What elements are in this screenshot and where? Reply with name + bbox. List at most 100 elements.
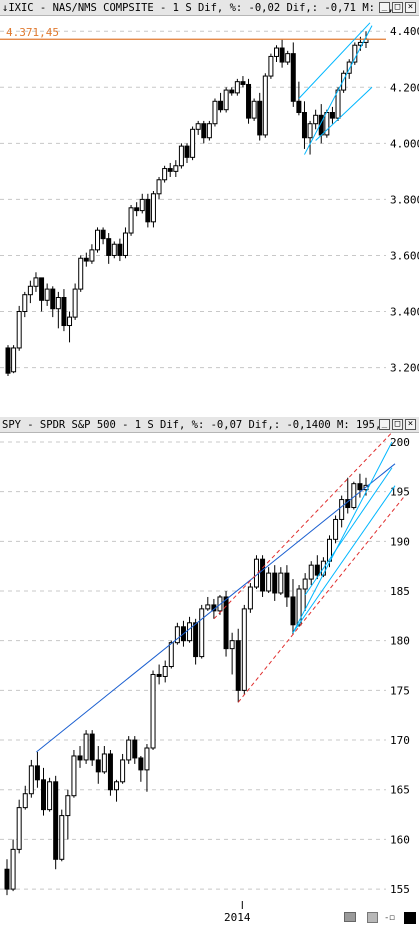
candle-body — [72, 288, 78, 318]
candle-body — [168, 642, 174, 668]
candle-body — [274, 47, 279, 57]
candle-body — [78, 257, 84, 290]
candle-body — [279, 47, 285, 63]
candle-body — [114, 781, 120, 791]
candle-body — [61, 297, 67, 327]
channel-lower — [315, 86, 373, 141]
candle-body — [156, 673, 162, 677]
y-tick-label: 4.400 — [390, 25, 419, 38]
save-icon[interactable] — [367, 912, 378, 923]
candle-body — [67, 316, 73, 327]
candle-body — [240, 81, 246, 85]
candle-body — [205, 604, 211, 610]
candle-body — [241, 608, 247, 691]
nasdaq-chart[interactable]: 3.200 3.400 3.600 3.800 4.000 4.200 4.400 4.371… — [0, 16, 419, 392]
candle-body — [106, 238, 112, 256]
candle-body — [95, 759, 101, 773]
candle-body — [284, 572, 290, 598]
candle-body — [341, 72, 347, 91]
candle-body — [89, 733, 95, 761]
y-tick-label: 195 — [390, 486, 410, 499]
candle-body — [335, 89, 341, 119]
candle-body — [206, 123, 212, 139]
year-label: 2014 — [224, 911, 251, 924]
candle-body — [53, 781, 59, 860]
tool-icon-1[interactable] — [344, 912, 356, 922]
candle-body — [59, 815, 65, 860]
candle-body — [223, 89, 229, 111]
candle-body — [162, 168, 168, 181]
candle-body — [126, 739, 132, 761]
candle-body — [162, 666, 168, 677]
candle-body — [212, 100, 218, 125]
maximize-button[interactable]: □ — [392, 2, 403, 13]
y-tick-label: 185 — [390, 585, 410, 598]
candle-body — [41, 779, 47, 811]
candle-body — [101, 753, 107, 773]
candle-body — [28, 765, 34, 795]
time-axis-bar: 2014 -◻ — [0, 909, 419, 925]
scroll-icon[interactable]: -◻ — [384, 913, 395, 923]
candle-body — [260, 558, 266, 592]
candle-body — [16, 311, 22, 349]
candle-body — [4, 868, 10, 890]
spy-chart[interactable]: 155 160 165 170 175 180 185 190 195 200 — [0, 433, 419, 909]
candle-body — [111, 243, 117, 256]
candle-body — [333, 518, 339, 540]
channel-mid — [304, 467, 393, 596]
candle-body — [235, 640, 241, 691]
candle-body — [190, 128, 196, 158]
candle-body — [34, 765, 40, 781]
candle-body — [201, 123, 207, 139]
candle-body — [257, 100, 263, 136]
candle-body — [278, 572, 284, 594]
candle-body — [44, 288, 50, 301]
candle-body — [167, 168, 173, 172]
candle-body — [290, 596, 296, 626]
close-button[interactable]: × — [405, 419, 416, 430]
candle-body — [77, 755, 83, 761]
candle-body — [314, 564, 320, 576]
candle-body — [262, 75, 268, 136]
candle-body — [11, 347, 17, 373]
candle-body — [122, 232, 128, 256]
candle-body — [199, 608, 205, 658]
candle-body — [27, 285, 33, 296]
y-tick-label: 160 — [390, 833, 410, 846]
candle-body — [95, 229, 100, 251]
candle-body — [33, 277, 39, 287]
candle-body — [47, 781, 53, 811]
candle-body — [193, 622, 199, 658]
candle-body — [65, 795, 71, 817]
y-tick-label: 3.200 — [390, 362, 419, 375]
candle-body — [302, 578, 308, 590]
top-panel-window-buttons: _ □ × — [379, 2, 416, 13]
minimize-button[interactable]: _ — [379, 419, 390, 430]
color-swatch-icon[interactable] — [404, 912, 416, 924]
bottom-panel-window-buttons: _ □ × — [379, 419, 416, 430]
candle-body — [313, 114, 319, 125]
candle-body — [229, 640, 235, 650]
y-tick-label: 170 — [390, 734, 410, 747]
candle-body — [326, 538, 332, 562]
candle-body — [5, 347, 11, 374]
top-panel-title: ↓IXIC - NAS/NMS COMPSITE - 1 S Dif, %: -… — [2, 2, 394, 14]
minimize-button[interactable]: _ — [379, 2, 390, 13]
channel-upper — [304, 25, 373, 155]
candle-body — [145, 198, 151, 223]
y-tick-label: 3.400 — [390, 306, 419, 319]
top-panel-header: ↓IXIC - NAS/NMS COMPSITE - 1 S Dif, %: -… — [0, 0, 419, 16]
candle-body — [89, 249, 95, 262]
trend-line — [36, 463, 396, 753]
candle-body — [251, 100, 257, 119]
candle-body — [117, 243, 123, 256]
y-tick-label: 3.800 — [390, 193, 419, 206]
candle-body — [16, 807, 22, 850]
close-button[interactable]: × — [405, 2, 416, 13]
candle-body — [173, 165, 179, 172]
candle-body — [290, 53, 296, 102]
maximize-button[interactable]: □ — [392, 419, 403, 430]
channel-upper — [292, 441, 393, 633]
candle-body — [296, 100, 302, 114]
y-tick-label: 175 — [390, 684, 410, 697]
